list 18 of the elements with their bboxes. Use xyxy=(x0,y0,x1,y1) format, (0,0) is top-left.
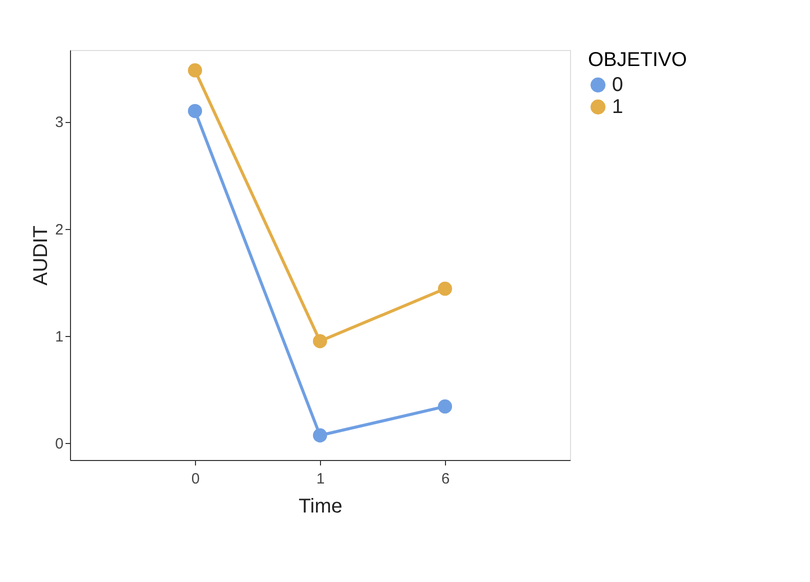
point xyxy=(438,399,452,414)
x-tick-label: 1 xyxy=(316,470,325,488)
y-tick-label: 3 xyxy=(55,114,64,132)
point xyxy=(438,282,452,296)
legend-title: OBJETIVO xyxy=(588,49,687,71)
x-tick-label: 6 xyxy=(441,470,450,488)
legend-label: 0 xyxy=(612,74,624,96)
point xyxy=(188,63,202,78)
y-axis-title: AUDIT xyxy=(30,226,52,286)
point xyxy=(312,334,328,348)
y-tick-label: 1 xyxy=(55,328,64,346)
point xyxy=(312,428,328,442)
point xyxy=(188,104,202,118)
x-axis-title: Time xyxy=(298,496,342,518)
x-tick-label: 0 xyxy=(191,470,200,488)
y-tick-label: 2 xyxy=(55,221,64,238)
legend-label: 1 xyxy=(612,96,624,118)
y-tick-label: 0 xyxy=(55,435,64,452)
